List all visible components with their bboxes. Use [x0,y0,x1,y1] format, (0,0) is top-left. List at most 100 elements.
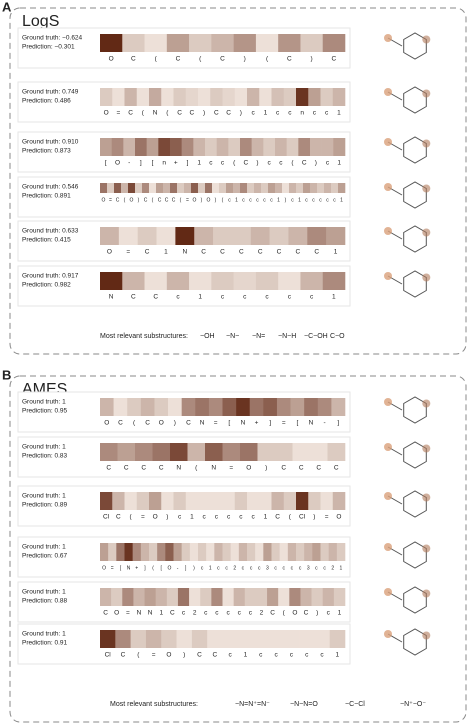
heat-cell [156,183,164,193]
token-label: c [312,197,315,203]
heat-cell [100,138,112,156]
heat-cell [127,398,142,416]
token-label: c [325,110,329,117]
token-label: 1 [197,160,201,167]
token-label: C [302,160,307,167]
heat-cell [233,183,241,193]
token-label: ( [137,652,140,659]
ground-truth: Ground truth: 1 [22,631,66,638]
ground-truth: Ground truth: 0.910 [22,139,79,146]
heat-cell [255,34,279,52]
heat-cell [210,492,223,510]
token-label: C [304,610,309,617]
heat-cell [247,183,255,193]
token-label: [ [228,420,230,427]
ground-truth: Ground truth: 0.633 [22,228,79,235]
token-label: O [104,110,109,117]
token-label: [ [120,565,122,571]
substructure: −N= [252,333,265,340]
token-label: c [326,160,330,167]
token-label: + [255,420,259,427]
prediction: Prediction: 0.486 [22,98,71,105]
token-label: c [221,160,225,167]
heat-cell [144,272,168,290]
heat-cell [144,34,168,52]
ground-truth: Ground truth: 1 [22,589,66,596]
token-label: C [165,197,169,203]
token-label: ) [201,197,203,203]
atom-highlight [422,631,431,640]
token-label: c [319,197,322,203]
token-label: + [135,565,138,571]
token-label: c [288,294,292,301]
token-label: C [314,249,319,256]
heat-cell [130,630,147,648]
token-label: 1 [332,294,336,301]
heat-cell [207,630,223,648]
token-label: 1 [198,294,202,301]
prediction: Prediction: 0.83 [22,453,68,460]
token-label: C [299,465,304,472]
token-label: O [104,420,109,427]
token-label: ( [152,197,154,203]
token-label: + [174,160,178,167]
atom-highlight [422,35,431,44]
heat-cell [317,398,332,416]
token-label: C [118,420,123,427]
heat-cell [144,588,156,606]
heat-cell [314,630,330,648]
token-label: 2 [331,565,334,571]
token-label: c [252,110,256,117]
heat-cell [214,543,223,561]
heat-cell [299,630,315,648]
atom-highlight [422,228,431,237]
token-label: - [323,420,325,427]
heat-cell [322,272,346,290]
heat-cell [211,272,234,290]
heat-cell [166,34,190,52]
heat-cell [261,183,269,193]
heat-cell [100,492,113,510]
atom-highlight [422,399,431,408]
token-label: c [270,197,273,203]
heat-cell [222,543,231,561]
heat-cell [222,588,234,606]
heat-cell [304,543,313,561]
token-label: [ [161,565,163,571]
token-label: c [323,565,326,571]
atom-highlight [422,139,431,148]
heat-cell [170,138,182,156]
token-label: O [159,420,164,427]
token-label: N [309,420,314,427]
heat-cell [165,543,174,561]
token-label: c [276,110,280,117]
token-label: c [291,565,294,571]
heat-cell [290,398,305,416]
heat-cell [206,543,215,561]
atom-highlight [384,630,392,638]
token-label: C [186,420,191,427]
token-label: 1 [334,249,338,256]
heat-cell [181,543,191,561]
atom-highlight [384,88,392,96]
heat-cell [173,492,187,510]
token-label: C [144,197,148,203]
token-label: c [265,294,269,301]
token-label: ( [291,160,294,167]
token-label: ) [138,197,140,203]
heat-cell [338,183,346,193]
token-label: 1 [244,652,248,659]
token-label: = [111,565,114,571]
atom-highlight [384,34,392,42]
heat-cell [296,492,309,510]
heat-cell [111,588,123,606]
token-label: O [246,465,251,472]
heat-cell [111,138,124,156]
token-label: c [268,160,272,167]
token-label: = [229,465,233,472]
heat-cell [213,227,233,245]
token-label: O [292,610,297,617]
token-label: c [313,110,317,117]
heat-cell [332,492,346,510]
heat-cell [198,183,206,193]
